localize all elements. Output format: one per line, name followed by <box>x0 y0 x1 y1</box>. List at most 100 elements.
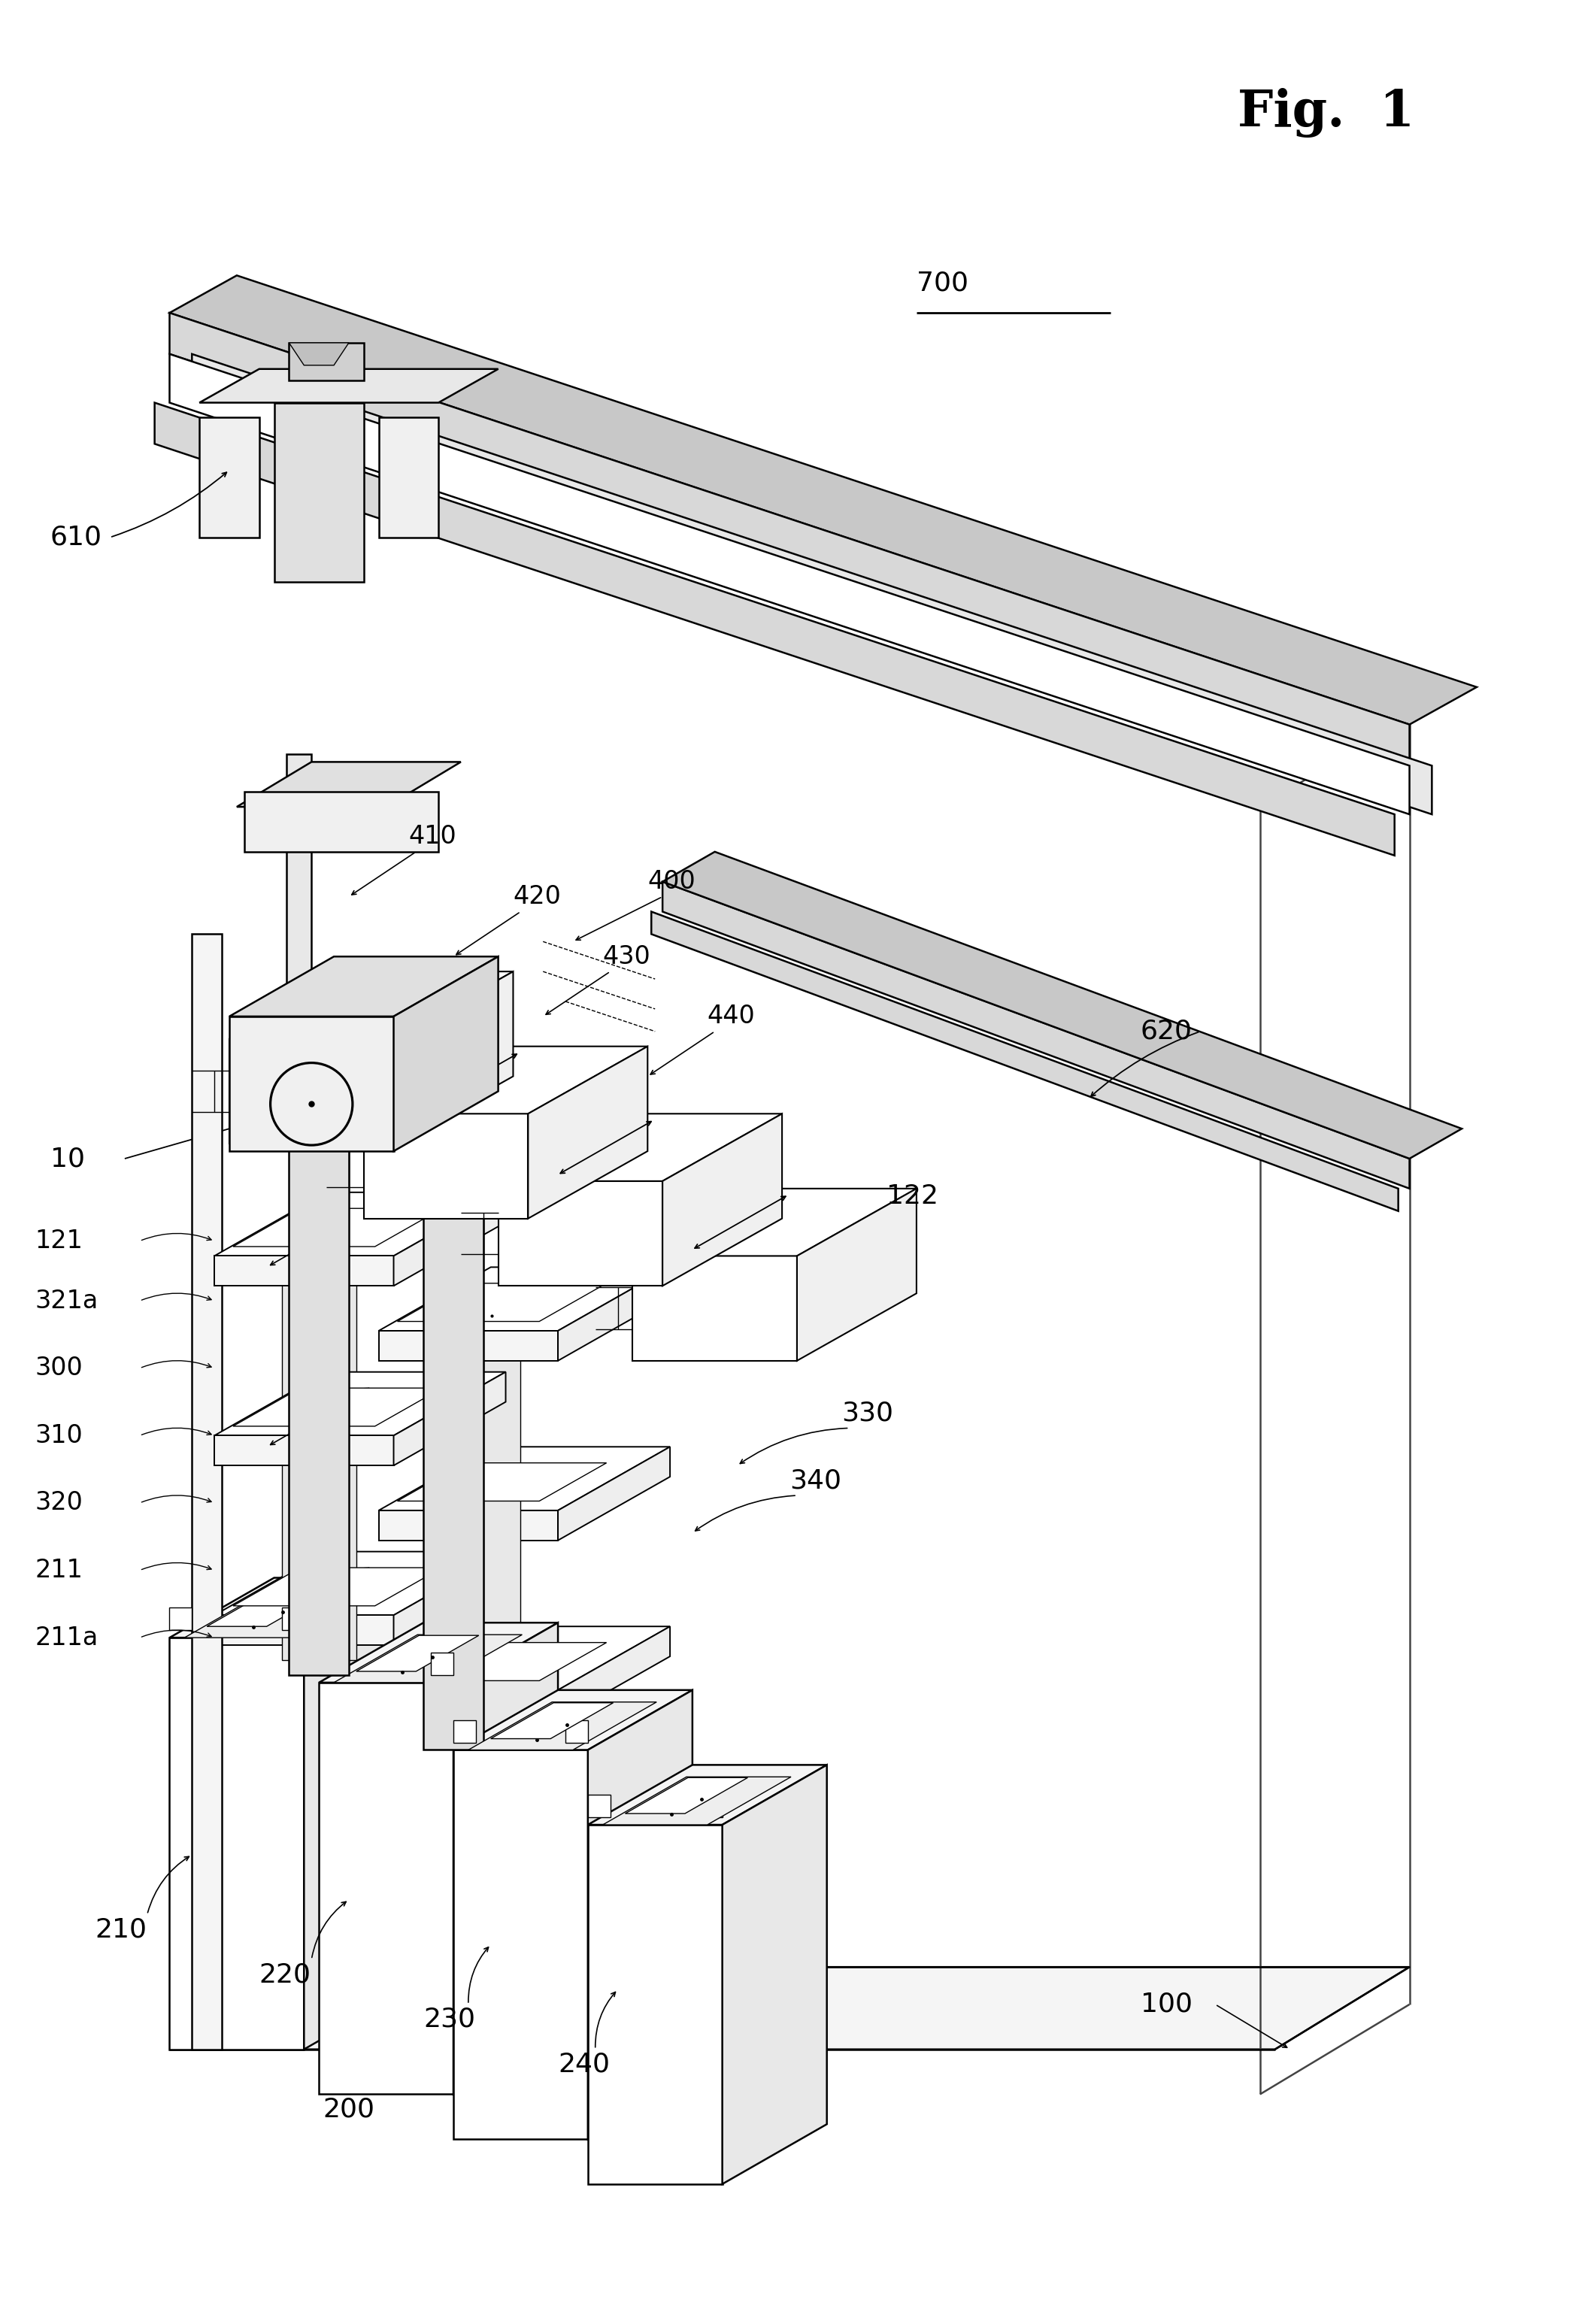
Polygon shape <box>214 1615 393 1645</box>
Polygon shape <box>319 1683 453 2094</box>
Polygon shape <box>192 353 1431 813</box>
Polygon shape <box>214 1371 506 1436</box>
Polygon shape <box>588 1764 827 1824</box>
Polygon shape <box>304 1578 409 2050</box>
Polygon shape <box>423 1197 483 1750</box>
Polygon shape <box>230 1016 393 1150</box>
Polygon shape <box>398 1283 607 1322</box>
Polygon shape <box>233 1569 442 1606</box>
Polygon shape <box>288 1120 349 1676</box>
Text: 440: 440 <box>707 1004 756 1030</box>
Polygon shape <box>230 1039 393 1143</box>
Polygon shape <box>379 1511 558 1541</box>
Polygon shape <box>558 1448 670 1541</box>
Text: 330: 330 <box>842 1401 894 1427</box>
Polygon shape <box>357 1636 479 1671</box>
Polygon shape <box>453 1750 588 2138</box>
Polygon shape <box>155 402 1395 855</box>
Polygon shape <box>663 881 1409 1188</box>
Polygon shape <box>274 402 363 583</box>
Text: 430: 430 <box>602 944 651 969</box>
Polygon shape <box>588 1794 610 1817</box>
Text: 211a: 211a <box>35 1624 98 1650</box>
Text: 220: 220 <box>260 1961 311 1987</box>
Text: 310: 310 <box>35 1422 82 1448</box>
Polygon shape <box>398 1462 607 1501</box>
Polygon shape <box>379 1627 670 1690</box>
Polygon shape <box>651 911 1398 1211</box>
Polygon shape <box>282 1255 319 1659</box>
Text: 700: 700 <box>916 270 968 295</box>
Text: Fig.  1: Fig. 1 <box>1238 88 1414 137</box>
Text: 321a: 321a <box>35 1287 98 1313</box>
Polygon shape <box>379 1267 670 1332</box>
Text: 320: 320 <box>35 1490 82 1515</box>
Polygon shape <box>632 1188 916 1255</box>
Polygon shape <box>483 1332 520 1736</box>
Polygon shape <box>288 342 363 381</box>
Polygon shape <box>170 314 1409 765</box>
Text: 200: 200 <box>323 2096 374 2122</box>
Text: 620: 620 <box>1141 1018 1192 1043</box>
Polygon shape <box>200 418 260 537</box>
Text: 410: 410 <box>409 825 456 848</box>
Polygon shape <box>393 1552 506 1645</box>
Polygon shape <box>236 762 461 806</box>
Text: 10: 10 <box>51 1146 84 1171</box>
Polygon shape <box>214 1255 393 1285</box>
Polygon shape <box>319 1652 341 1676</box>
Polygon shape <box>393 971 514 1143</box>
Polygon shape <box>170 277 1477 725</box>
Text: 340: 340 <box>789 1469 842 1494</box>
Text: 400: 400 <box>648 869 696 895</box>
Polygon shape <box>632 1255 797 1362</box>
Polygon shape <box>230 971 514 1039</box>
Polygon shape <box>663 853 1461 1160</box>
Polygon shape <box>170 1578 409 1638</box>
Polygon shape <box>528 1046 648 1218</box>
Polygon shape <box>170 353 1409 813</box>
Polygon shape <box>192 934 222 2050</box>
Polygon shape <box>170 1608 192 1629</box>
Polygon shape <box>468 1701 656 1750</box>
Polygon shape <box>558 1267 670 1362</box>
Polygon shape <box>244 792 439 853</box>
Polygon shape <box>602 1778 791 1824</box>
Polygon shape <box>233 1208 442 1246</box>
Polygon shape <box>233 1387 442 1427</box>
Polygon shape <box>282 1608 304 1629</box>
Polygon shape <box>393 957 498 1150</box>
Text: 230: 230 <box>423 2006 476 2031</box>
Polygon shape <box>558 1627 670 1720</box>
Polygon shape <box>379 418 439 537</box>
Polygon shape <box>379 1332 558 1362</box>
Polygon shape <box>393 1371 506 1466</box>
Text: 300: 300 <box>35 1355 82 1380</box>
Text: 100: 100 <box>1141 1992 1192 2017</box>
Polygon shape <box>170 1638 304 2050</box>
Polygon shape <box>230 957 498 1016</box>
Polygon shape <box>319 1255 357 1659</box>
Polygon shape <box>379 1448 670 1511</box>
Text: 211: 211 <box>35 1557 82 1583</box>
Polygon shape <box>379 1690 558 1720</box>
Polygon shape <box>453 1622 558 2094</box>
Text: 610: 610 <box>51 525 101 551</box>
Polygon shape <box>498 1181 663 1285</box>
Polygon shape <box>453 1690 693 1750</box>
Polygon shape <box>334 1634 521 1683</box>
Text: 210: 210 <box>95 1917 147 1943</box>
Polygon shape <box>491 1703 613 1738</box>
Polygon shape <box>288 342 349 365</box>
Polygon shape <box>797 1188 916 1362</box>
Polygon shape <box>170 1966 1409 2050</box>
Polygon shape <box>208 1590 330 1627</box>
Text: 121: 121 <box>35 1229 82 1253</box>
Polygon shape <box>663 1113 781 1285</box>
Polygon shape <box>393 1192 506 1285</box>
Polygon shape <box>398 1643 607 1680</box>
Text: 240: 240 <box>558 2052 610 2078</box>
Polygon shape <box>287 755 312 1016</box>
Polygon shape <box>498 1113 781 1181</box>
Polygon shape <box>319 1622 558 1683</box>
